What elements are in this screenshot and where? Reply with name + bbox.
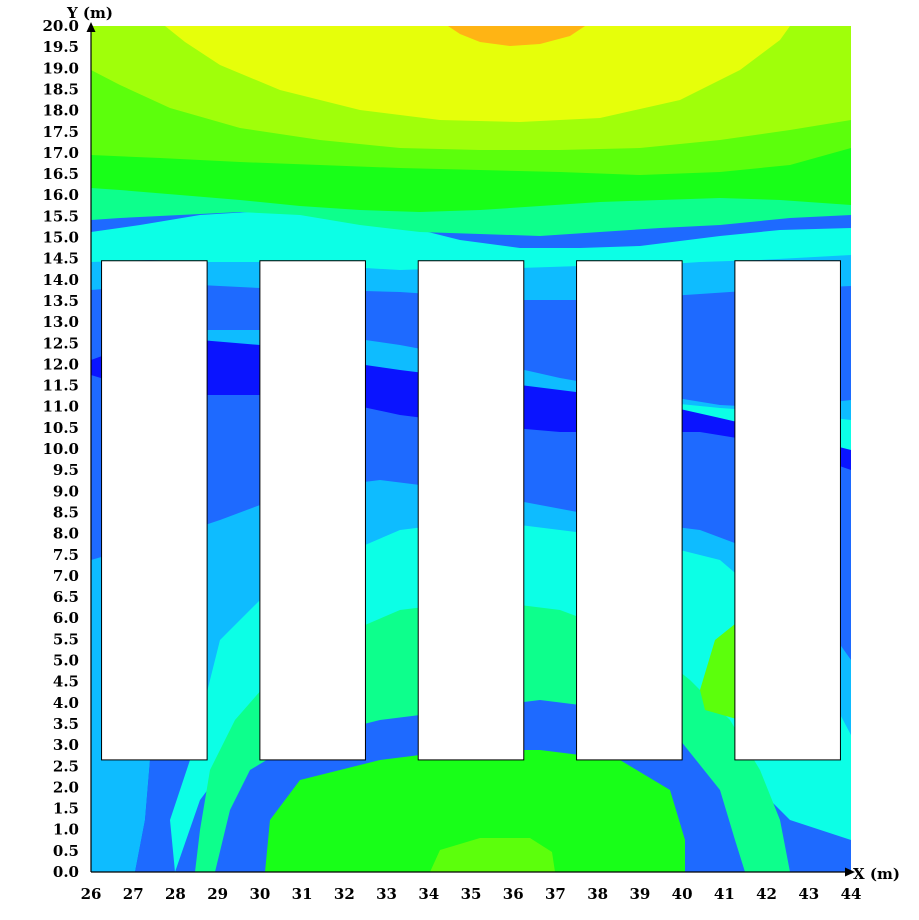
y-tick-label: 9.0 [53,482,79,500]
y-tick-label: 15.0 [42,229,79,247]
y-tick-label: 6.5 [53,588,79,606]
x-tick-label: 42 [756,885,777,903]
y-axis-label: Y (m) [66,4,113,22]
y-tick-label: 17.0 [42,144,79,162]
x-tick-label: 30 [249,885,270,903]
x-tick-label: 44 [841,885,862,903]
y-tick-label: 0.0 [53,863,79,881]
x-tick-label: 34 [418,885,439,903]
y-tick-label: 2.0 [53,778,79,796]
x-axis-arrow [845,867,855,877]
y-tick-label: 15.5 [42,207,79,225]
y-tick-label: 8.5 [53,503,79,521]
x-tick-label: 32 [334,885,355,903]
y-tick-label: 5.5 [53,630,79,648]
y-tick-label: 4.5 [53,673,79,691]
obstacle-2 [259,260,366,761]
y-tick-label: 4.0 [53,694,79,712]
x-tick-label: 36 [503,885,524,903]
y-tick-label: 5.0 [53,652,79,670]
y-tick-label: 12.0 [42,355,79,373]
y-tick-label: 0.5 [53,842,79,860]
obstacle-5 [734,260,841,761]
obstacle-3 [417,260,525,761]
y-tick-label: 9.5 [53,461,79,479]
y-tick-label: 1.0 [53,821,79,839]
x-tick-label: 38 [587,885,608,903]
contour-band-8 [165,26,790,122]
y-tick-label: 6.0 [53,609,79,627]
x-axis-label: X (m) [853,865,900,883]
y-tick-label: 19.5 [42,38,79,56]
y-tick-label: 14.5 [42,250,79,268]
y-axis-arrow [86,22,96,32]
y-tick-label: 18.0 [42,102,79,120]
y-tick-label: 10.0 [42,440,79,458]
x-tick-label: 39 [629,885,650,903]
y-tick-label: 17.5 [42,123,79,141]
y-tick-label: 10.5 [42,419,79,437]
x-tick-label: 40 [672,885,693,903]
y-tick-label: 8.0 [53,525,79,543]
y-tick-label: 12.5 [42,334,79,352]
x-tick-label: 29 [207,885,228,903]
x-tick-label: 37 [545,885,566,903]
y-tick-label: 7.0 [53,567,79,585]
y-tick-label: 19.0 [42,59,79,77]
y-tick-label: 13.0 [42,313,79,331]
x-tick-label: 35 [461,885,482,903]
y-tick-label: 1.5 [53,800,79,818]
y-tick-label: 11.0 [42,398,79,416]
y-tick-label: 16.5 [42,165,79,183]
y-tick-labels: 0.0 0.5 1.0 1.5 2.0 2.5 3.0 3.5 4.0 4.5 5.0 5.5 6.0 6… [42,17,79,881]
y-tick-label: 7.5 [53,546,79,564]
y-tick-label: 13.5 [42,292,79,310]
axes: X (m) Y (m) [66,4,900,883]
x-tick-label: 27 [123,885,144,903]
obstacle-1 [101,260,208,761]
x-tick-label: 26 [81,885,102,903]
contour-band-6 [430,838,555,872]
y-tick-label: 20.0 [42,17,79,35]
obstacle-group [101,260,841,761]
obstacle-4 [576,260,683,761]
contour-band-9 [448,26,585,46]
x-tick-label: 33 [376,885,397,903]
y-tick-label: 11.5 [42,377,79,395]
y-tick-label: 3.0 [53,736,79,754]
y-tick-label: 16.0 [42,186,79,204]
y-tick-label: 2.5 [53,757,79,775]
x-tick-label: 41 [714,885,735,903]
x-tick-label: 31 [292,885,313,903]
x-tick-label: 43 [798,885,819,903]
y-tick-label: 14.0 [42,271,79,289]
y-tick-label: 3.5 [53,715,79,733]
x-tick-labels: 26 27 28 29 30 31 32 33 34 35 36 37 38 39 40 41 42 43 44 [81,885,862,903]
y-tick-label: 18.5 [42,80,79,98]
contour-band-5 [265,750,685,872]
x-tick-label: 28 [165,885,186,903]
